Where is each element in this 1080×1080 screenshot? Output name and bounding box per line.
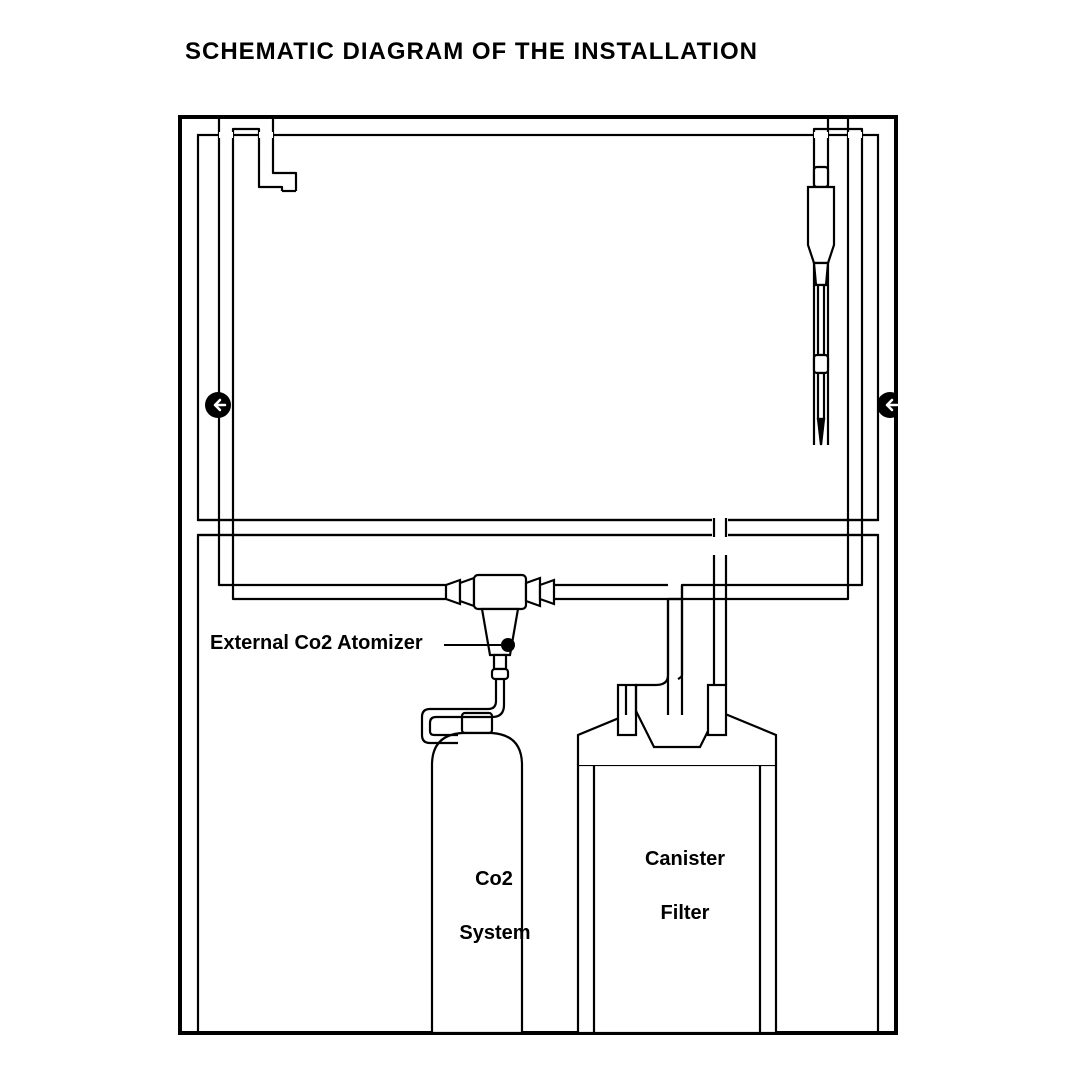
label-atomizer: External Co2 Atomizer bbox=[210, 632, 423, 655]
atomizer-to-canister-tube bbox=[554, 585, 682, 599]
tube-mask-left2 bbox=[259, 132, 273, 138]
tube-mask-right2 bbox=[848, 132, 862, 138]
canister-right-tube bbox=[714, 555, 726, 685]
flow-arrow-right bbox=[877, 392, 898, 418]
schematic-svg bbox=[178, 115, 898, 1035]
diagram-title: SCHEMATIC DIAGRAM OF THE INSTALLATION bbox=[185, 38, 758, 66]
label-co2-line1: Co2 bbox=[454, 868, 534, 891]
atomizer-inlet-dot bbox=[501, 638, 515, 652]
label-co2-line2: System bbox=[440, 922, 550, 945]
tube-mask-right bbox=[814, 132, 828, 138]
tank-outline bbox=[198, 135, 878, 520]
outlet-tube bbox=[219, 115, 446, 599]
label-canister-line2: Filter bbox=[610, 902, 760, 925]
flow-arrow-left bbox=[205, 392, 231, 418]
inline-diffuser bbox=[808, 167, 834, 445]
atomizer bbox=[446, 575, 668, 679]
tube-mask-left bbox=[219, 132, 233, 138]
outer-frame bbox=[180, 117, 896, 1033]
page: SCHEMATIC DIAGRAM OF THE INSTALLATION bbox=[0, 0, 1080, 1080]
label-canister-line1: Canister bbox=[610, 848, 760, 871]
